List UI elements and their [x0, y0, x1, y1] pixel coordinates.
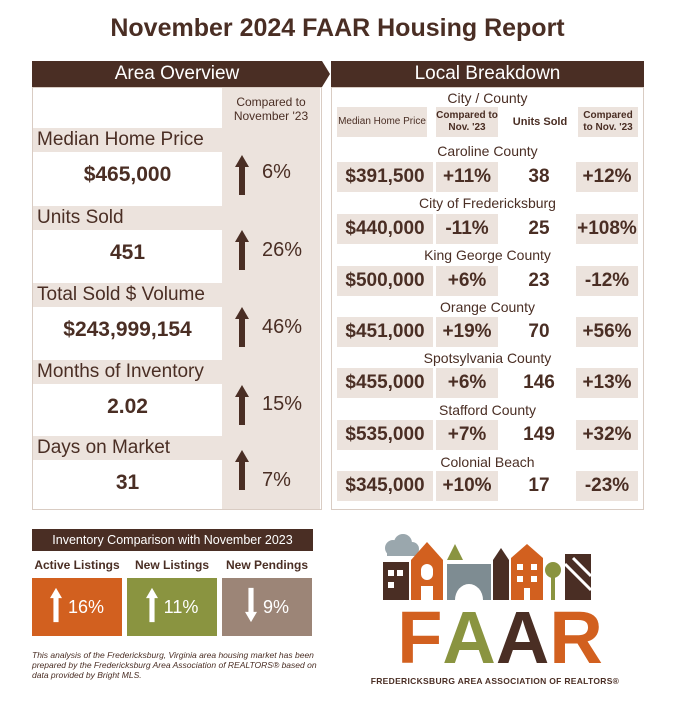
area-overview-compare-column [222, 88, 320, 509]
logo-letter-a1: A [442, 596, 496, 679]
county-name: Caroline County [437, 143, 538, 159]
inventory-box: 11% [127, 578, 217, 636]
cell-units-change: -23% [576, 471, 638, 501]
cell-units-sold: 25 [528, 218, 550, 239]
county-name: City of Fredericksburg [419, 195, 556, 211]
logo-letter-a2: A [495, 596, 550, 679]
metric-value: 451 [109, 241, 146, 264]
inventory-change: 11% [163, 596, 199, 617]
col-header-units-compare: Compared to Nov. '23 [578, 107, 638, 137]
arrow-up-icon [235, 385, 249, 430]
county-name: Stafford County [438, 402, 537, 418]
metric-change: 26% [262, 239, 303, 261]
cell-median-price: $500,000 [337, 266, 433, 296]
cell-units-sold: 17 [528, 475, 550, 496]
arrow-down-icon [244, 587, 257, 628]
metric-label: Days on Market [33, 436, 222, 460]
report-title: November 2024 FAAR Housing Report [110, 14, 565, 42]
cell-median-price: $451,000 [337, 317, 433, 347]
city-county-label: City / County [447, 90, 528, 106]
metric-change: 46% [262, 316, 303, 338]
area-overview-header-pointer [322, 61, 330, 87]
cell-median-price: $440,000 [337, 214, 433, 244]
cell-price-change: +19% [436, 317, 498, 347]
inventory-box: 16% [32, 578, 122, 636]
cell-price-change: +10% [436, 471, 498, 501]
area-overview-header: Area Overview [32, 61, 322, 87]
cell-units-change: +12% [576, 162, 638, 192]
col-header-median-price: Median Home Price [337, 107, 427, 137]
logo-subtitle: FREDERICKSBURG AREA ASSOCIATION OF REALT… [370, 676, 620, 686]
metric-value: $243,999,154 [63, 318, 192, 341]
metric-change: 15% [262, 393, 303, 415]
cell-units-sold: 146 [523, 372, 555, 393]
col-header-units-sold: Units Sold [512, 116, 568, 128]
cell-median-price: $455,000 [337, 368, 433, 398]
arrow-up-icon [49, 587, 62, 628]
inventory-label: New Listings [134, 558, 209, 572]
metric-value: 2.02 [107, 395, 148, 418]
area-overview-compare-label: Compared to November '23 [233, 95, 309, 123]
cell-units-sold: 23 [528, 270, 550, 291]
cell-units-change: +32% [576, 420, 638, 450]
inventory-label: New Pendings [225, 558, 308, 572]
cell-price-change: +7% [436, 420, 498, 450]
local-breakdown-header: Local Breakdown [331, 61, 644, 87]
cell-units-change: +108% [576, 214, 638, 244]
arrow-up-icon [235, 230, 249, 275]
inventory-box: 9% [222, 578, 312, 636]
logo-letter-r: R [549, 596, 603, 679]
county-name: King George County [424, 247, 551, 263]
arrow-up-icon [235, 450, 249, 495]
arrow-up-icon [235, 155, 249, 200]
metric-value: $465,000 [83, 163, 172, 186]
county-name: Colonial Beach [440, 454, 535, 470]
inventory-change: 9% [262, 596, 289, 617]
faar-logo-houses [383, 534, 593, 600]
inventory-change: 16% [67, 596, 105, 617]
metric-label: Median Home Price [33, 128, 222, 152]
cell-price-change: -11% [436, 214, 498, 244]
metric-label: Units Sold [33, 206, 222, 230]
arrow-up-icon [145, 587, 158, 628]
county-name: Spotsylvania County [423, 350, 552, 366]
cell-units-change: +13% [576, 368, 638, 398]
metric-label: Months of Inventory [33, 360, 222, 384]
cell-price-change: +6% [436, 368, 498, 398]
cell-price-change: +6% [436, 266, 498, 296]
arrow-up-icon [235, 307, 249, 352]
cell-price-change: +11% [436, 162, 498, 192]
county-name: Orange County [440, 299, 535, 315]
cell-units-change: -12% [576, 266, 638, 296]
cell-units-sold: 70 [528, 321, 550, 342]
cell-median-price: $535,000 [337, 420, 433, 450]
cloud-icon [385, 534, 419, 556]
metric-change: 7% [262, 469, 291, 491]
metric-label: Total Sold $ Volume [33, 283, 222, 307]
cell-median-price: $345,000 [337, 471, 433, 501]
metric-value: 31 [115, 471, 140, 494]
inventory-label: Active Listings [34, 558, 120, 572]
cell-median-price: $391,500 [337, 162, 433, 192]
cell-units-sold: 149 [523, 424, 555, 445]
cell-units-change: +56% [576, 317, 638, 347]
col-header-price-compare: Compared to Nov. '23 [436, 107, 498, 137]
faar-logo-wordmark: F A A R [380, 596, 620, 680]
footnote: This analysis of the Fredericksburg, Vir… [32, 650, 317, 680]
logo-letter-f: F [397, 596, 443, 679]
inventory-comparison-header: Inventory Comparison with November 2023 [32, 529, 313, 551]
metric-change: 6% [262, 161, 291, 183]
cell-units-sold: 38 [528, 166, 550, 187]
